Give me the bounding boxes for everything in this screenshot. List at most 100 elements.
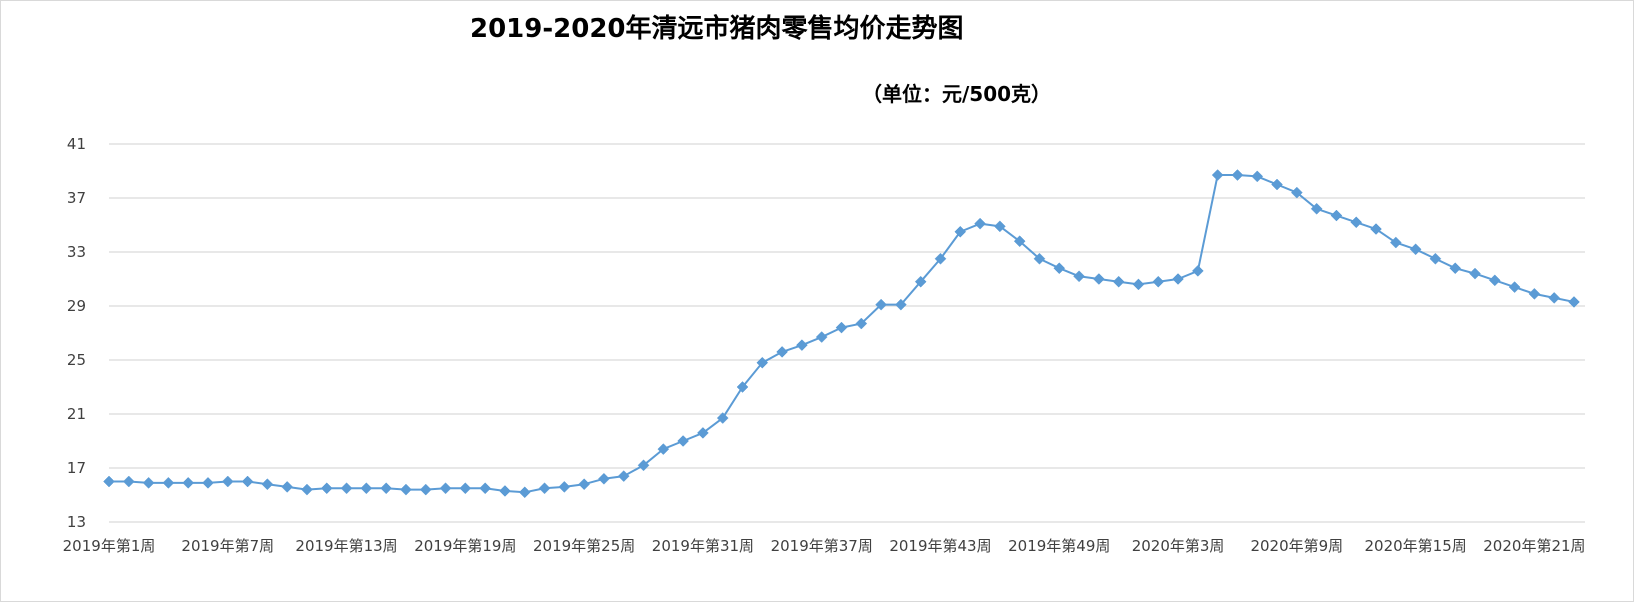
data-point (162, 476, 175, 489)
data-point (776, 346, 788, 358)
data-point (1271, 178, 1283, 191)
data-point (697, 427, 709, 439)
data-point (1251, 170, 1264, 183)
y-tick-label: 41 (67, 135, 86, 153)
data-point (1112, 275, 1125, 288)
data-point (994, 220, 1006, 233)
data-point (677, 435, 689, 447)
data-point (1528, 287, 1541, 300)
x-tick-label: 2019年第31周 (652, 537, 754, 555)
data-point (756, 356, 769, 369)
data-point (1330, 209, 1343, 222)
data-point (617, 470, 630, 482)
x-tick-label: 2019年第7周 (181, 537, 274, 555)
data-point (1469, 267, 1481, 280)
data-point (914, 275, 927, 288)
data-point (855, 317, 868, 330)
y-tick-label: 25 (67, 351, 86, 369)
data-point (479, 482, 492, 495)
data-point (716, 412, 729, 424)
data-point (439, 482, 452, 495)
data-point (578, 478, 590, 491)
data-point (142, 476, 155, 489)
x-tick-label: 2019年第49周 (1008, 537, 1110, 555)
data-point (1073, 270, 1085, 283)
data-point (1350, 216, 1363, 229)
data-point (1191, 265, 1204, 277)
data-point (1310, 202, 1323, 215)
data-point (1132, 278, 1145, 291)
data-point (1389, 236, 1402, 249)
y-tick-label: 33 (67, 243, 86, 261)
data-point (637, 459, 650, 472)
x-tick-label: 2019年第37周 (771, 537, 873, 555)
x-tick-label: 2019年第25周 (533, 537, 635, 555)
data-point (1231, 169, 1244, 181)
data-point (340, 482, 353, 495)
data-point (360, 482, 373, 495)
data-point (815, 331, 828, 343)
data-point (598, 472, 610, 485)
y-tick-label: 17 (67, 459, 86, 477)
data-point (934, 252, 947, 265)
data-point (1548, 292, 1561, 304)
y-tick-label: 21 (67, 405, 86, 423)
data-point (499, 485, 511, 497)
data-point (241, 475, 254, 488)
data-point (1409, 243, 1422, 256)
data-point (1370, 223, 1382, 235)
y-tick-label: 13 (67, 513, 86, 531)
chart-unit-subtitle: （单位：元/500克） (862, 82, 1052, 106)
data-point (400, 483, 412, 496)
data-point (1429, 252, 1442, 265)
data-point (1508, 281, 1521, 293)
data-point (558, 481, 571, 493)
x-tick-label: 2019年第19周 (414, 537, 516, 555)
x-tick-label: 2019年第1周 (63, 537, 156, 555)
data-point (419, 483, 432, 496)
data-point (1172, 273, 1184, 285)
data-point (796, 339, 808, 352)
data-point (875, 298, 887, 311)
x-tick-label: 2020年第3周 (1132, 537, 1225, 555)
data-point (1053, 262, 1066, 275)
data-point (380, 482, 393, 495)
data-point (1033, 252, 1046, 265)
data-point (459, 482, 472, 495)
data-point (518, 486, 531, 499)
data-point (1290, 186, 1303, 199)
data-point (301, 483, 313, 496)
data-point (1449, 262, 1462, 275)
data-point (1152, 275, 1165, 288)
data-point (1488, 274, 1501, 287)
data-point (1211, 169, 1224, 181)
x-tick-label: 2019年第43周 (889, 537, 991, 555)
x-tick-label: 2020年第9周 (1250, 537, 1343, 555)
y-tick-label: 29 (67, 297, 86, 315)
chart-title: 2019-2020年清远市猪肉零售均价走势图 (470, 14, 964, 44)
x-tick-label: 2020年第21周 (1483, 537, 1585, 555)
data-point (281, 481, 294, 493)
data-point (974, 217, 986, 230)
data-point (1568, 296, 1580, 308)
y-tick-label: 37 (67, 189, 86, 207)
data-point (538, 482, 551, 495)
x-tick-label: 2019年第13周 (295, 537, 397, 555)
data-point (320, 482, 333, 495)
data-point (202, 476, 214, 489)
data-point (103, 475, 115, 488)
data-point (1093, 273, 1105, 285)
data-point (657, 443, 670, 455)
data-point (895, 298, 907, 311)
data-point (122, 475, 135, 488)
data-point (261, 478, 274, 491)
data-point (221, 475, 234, 488)
x-tick-label: 2020年第15周 (1364, 537, 1466, 555)
data-point (736, 381, 749, 393)
data-point (182, 476, 195, 489)
data-point (1013, 235, 1026, 248)
data-point (954, 225, 967, 238)
data-point (835, 321, 848, 334)
